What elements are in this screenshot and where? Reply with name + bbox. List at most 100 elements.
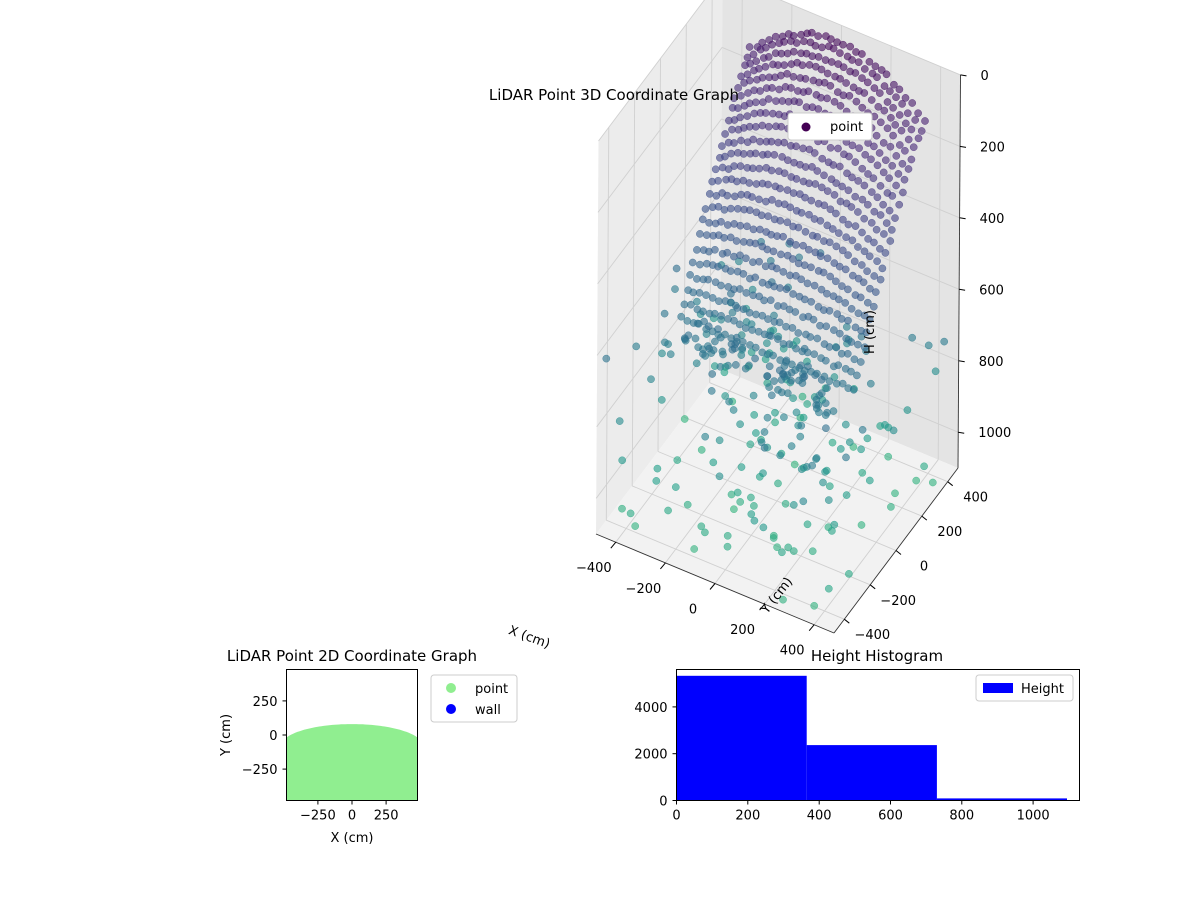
point-3d	[799, 241, 807, 250]
point-3d	[818, 43, 826, 52]
point-3d	[804, 87, 813, 96]
histogram-bars	[676, 675, 1067, 801]
point-3d	[792, 39, 801, 47]
point-3d	[841, 420, 850, 429]
point-3d	[672, 264, 681, 273]
chart-histogram: Height Histogram 0 200 400 600 800 1000 0 2000 4…	[634, 647, 1080, 824]
grid-line-y	[606, 519, 845, 620]
point-3d	[707, 387, 716, 395]
point-3d	[876, 244, 884, 253]
point-3d	[857, 521, 866, 529]
point-3d	[823, 94, 831, 103]
point-3d	[866, 379, 875, 388]
point-3d	[865, 476, 874, 485]
point-3d	[860, 343, 869, 352]
point-3d	[761, 62, 770, 71]
point-3d	[721, 130, 729, 138]
point-3d	[886, 87, 894, 96]
point-3d	[880, 82, 889, 90]
legend-box	[975, 674, 1074, 702]
point-3d	[870, 142, 878, 151]
point-3d	[827, 35, 835, 43]
point-3d	[739, 305, 748, 314]
point-3d	[749, 225, 758, 234]
grid-line-y	[683, 24, 687, 418]
point-3d	[843, 169, 851, 178]
tick-label-x: 250	[374, 809, 399, 824]
point-3d	[856, 358, 865, 366]
point-3d	[705, 190, 714, 198]
point-3d	[750, 411, 759, 419]
tick-x	[660, 562, 666, 570]
point-3d	[755, 164, 764, 173]
point-3d	[618, 456, 627, 465]
point-3d	[828, 438, 837, 447]
point-3d	[814, 32, 823, 40]
point-3d	[879, 200, 887, 209]
point-3d	[800, 295, 809, 304]
point-3d	[864, 170, 872, 178]
point-3d	[794, 329, 803, 337]
point-3d	[776, 451, 785, 460]
tick-label-y: 4000	[634, 701, 667, 716]
point-3d	[901, 94, 910, 102]
point-3d	[876, 211, 885, 219]
point-3d	[789, 189, 798, 197]
point-3d	[736, 498, 745, 506]
grid-line-x	[937, 66, 942, 460]
point-3d	[851, 222, 860, 230]
point-3d	[877, 66, 886, 74]
point-3d	[780, 413, 788, 422]
point-3d	[746, 440, 755, 449]
point-3d	[900, 175, 909, 184]
point-3d	[806, 333, 815, 341]
point-3d	[912, 476, 921, 485]
point-3d	[797, 208, 806, 217]
point-3d	[631, 522, 640, 530]
point-3d	[860, 214, 869, 223]
point-3d	[837, 315, 846, 323]
point-3d	[751, 343, 760, 352]
point-3d	[730, 162, 738, 170]
point-3d	[720, 368, 729, 377]
point-3d	[852, 97, 861, 106]
point-3d	[811, 371, 820, 379]
point-3d	[702, 291, 710, 299]
point-3d	[768, 84, 776, 92]
point-3d	[785, 340, 794, 349]
point-3d	[804, 362, 812, 371]
point-3d	[791, 308, 800, 316]
tick-y	[947, 481, 954, 487]
histogram-legend: Height	[975, 674, 1074, 702]
point-3d	[796, 432, 805, 441]
point-3d	[857, 445, 865, 454]
tick-h	[960, 74, 967, 77]
point-3d	[652, 477, 661, 485]
point-3d	[858, 74, 866, 82]
point-3d	[797, 275, 806, 284]
point-3d	[734, 84, 742, 92]
point-3d	[718, 142, 726, 150]
point-3d	[771, 32, 780, 41]
point-3d	[764, 212, 772, 221]
point-3d	[808, 461, 817, 470]
point-3d	[736, 162, 745, 170]
point-3d	[897, 126, 906, 135]
point-3d	[657, 396, 666, 404]
point-3d	[809, 315, 818, 324]
grid-line-y	[657, 58, 661, 452]
point-3d	[693, 275, 701, 283]
point-3d	[845, 91, 854, 100]
tick-label-x: 200	[730, 623, 755, 638]
point-3d	[805, 210, 813, 219]
point-3d	[787, 84, 795, 92]
point-3d	[728, 125, 736, 134]
point-3d	[748, 193, 756, 201]
point-3d	[849, 385, 858, 394]
point-3d	[789, 501, 798, 509]
point-3d	[708, 294, 717, 302]
point-3d	[889, 131, 897, 140]
point-3d	[830, 326, 838, 334]
point-3d	[745, 43, 754, 51]
point-3d	[839, 63, 848, 72]
